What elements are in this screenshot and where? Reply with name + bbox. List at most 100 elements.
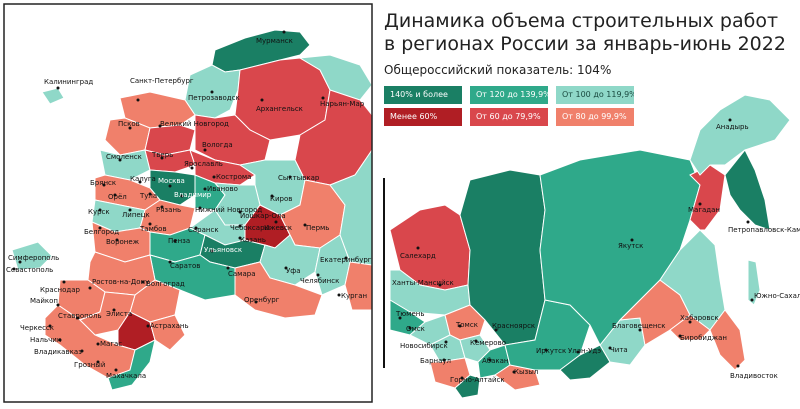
city-label-belgorod: Белгород [84,228,119,236]
region-crimea[interactable] [11,241,53,271]
city-marker-ulan-ude: Улан-Удэ [568,347,601,355]
main-city-labels: Анадырь Салехард Магадан Якутск Петропав… [392,118,800,384]
city-marker-chelyabinsk: Челябинск [300,273,339,285]
region-kamchatka[interactable] [724,149,771,231]
city-marker-maikop: Майкоп [30,297,60,307]
city-label-rostov: Ростов-на-Дону [92,278,149,286]
city-marker-spb: Санкт-Петербург [130,77,194,102]
city-marker-belgorod: Белгород [84,226,119,236]
city-marker-petropavlovsk: Петропавловск-Камчатский [728,220,800,234]
legend-item-100-119: От 100 до 119,9% [556,86,634,104]
city-marker-astrakhan: Астрахань [146,322,189,330]
city-label-pskov: Псков [118,120,140,128]
city-marker-voronezh: Воронеж [106,238,140,246]
legend-item-140-plus: 140% и более [384,86,462,104]
city-label-birobidzhan: Биробиджан [680,334,727,342]
city-marker-naryan-mar: Нарьян-Мар [320,96,365,108]
city-label-barnaul: Барнаул [420,357,451,365]
city-marker-simferopol: Симферополь [8,254,59,264]
city-marker-krasnoyarsk: Красноярск [492,322,535,332]
city-marker-ulyanovsk: Ульяновск [204,246,242,254]
city-label-abakan: Абакан [482,357,509,365]
city-marker-cherkessk: Черкесск [20,324,54,332]
city-marker-ekaterinburg: Екатеринбург [320,256,372,264]
region-sakhalin[interactable] [747,259,761,306]
city-label-ivanovo: Иваново [207,185,238,193]
city-label-stavropol: Ставрополь [58,312,102,320]
legend-item-60-79: От 60 до 79,9% [470,108,548,126]
region-chukotka[interactable] [689,94,791,176]
city-label-petrozavodsk: Петрозаводск [188,94,240,102]
city-label-bryansk: Брянск [90,179,116,187]
city-label-naryan-mar: Нарьян-Мар [320,100,365,108]
region-dagestan[interactable] [107,339,156,391]
city-label-magadan: Магадан [688,206,720,214]
city-marker-kurgan: Курган [337,292,367,300]
city-label-cherkessk: Черкесск [20,324,54,332]
city-marker-stavropol: Ставрополь [58,312,102,320]
city-label-kursk: Курск [88,208,110,216]
city-marker-kursk: Курск [88,208,110,216]
city-label-ulan-ude: Улан-Удэ [568,347,601,355]
city-label-orenburg: Оренбург [244,296,280,304]
city-marker-novgorod: Великий Новгород [158,120,229,128]
city-marker-murmansk: Мурманск [256,30,293,45]
city-marker-anadyr: Анадырь [716,118,749,131]
city-marker-tambov: Тамбов [139,222,167,233]
city-label-kyzyl: Кызыл [514,368,538,376]
city-label-makhachkala: Махачкала [106,372,146,380]
city-marker-moscow: Москва [158,177,185,188]
city-marker-khanty: Ханты-Мансийск [392,279,454,287]
city-marker-gorno-altaysk: Горно-Алтайск [450,376,505,384]
city-label-anadyr: Анадырь [716,123,749,131]
city-marker-sevastopol: Севастополь [6,266,53,274]
city-marker-izhevsk: Ижевск [264,220,292,232]
city-label-khabarovsk: Хабаровск [680,314,719,322]
city-label-kazan: Казань [240,236,266,244]
city-label-nalchik: Нальчик [30,336,61,344]
city-marker-yaroslavl: Ярославль [184,160,223,170]
city-marker-rostov: Ростов-на-Дону [88,278,149,290]
city-marker-vladikavkaz: Владикавказ [34,348,84,356]
city-marker-petrozavodsk: Петрозаводск [188,90,240,102]
city-marker-cheboksary: Чебоксары [230,224,270,232]
region-eao[interactable] [669,314,711,341]
city-marker-kaliningrad: Калининград [44,78,93,90]
city-marker-irkutsk: Иркутск [536,347,566,355]
city-label-ryazan: Рязань [156,206,181,214]
city-label-magas: Магас [100,340,122,348]
city-label-kostroma: Кострома [216,173,251,181]
map-subtitle: Общероссийский показатель: 104% [384,63,612,77]
region-gorno-altai[interactable] [454,374,481,399]
city-marker-nalchik: Нальчик [30,336,62,344]
city-label-samara: Самара [228,270,255,278]
city-marker-pskov: Псков [118,120,140,130]
city-marker-vladivostok: Владивосток [730,364,778,380]
city-label-tula: Тула [139,192,157,200]
region-astrakhan[interactable] [149,314,186,351]
city-marker-orel: Орёл [108,193,127,201]
city-marker-yakutsk: Якутск [618,238,643,250]
region-kurgan[interactable] [344,261,373,311]
region-orenburg[interactable] [234,261,323,319]
city-label-vologda: Вологда [202,141,233,149]
city-label-vladivostok: Владивосток [730,372,778,380]
city-marker-syktyvkar: Сыктывкар [278,174,320,182]
region-irkutsk[interactable] [504,299,591,371]
region-magadan[interactable] [689,164,726,231]
city-label-yaroslavl: Ярославль [184,160,223,168]
region-primorye[interactable] [709,309,746,371]
city-label-spb: Санкт-Петербург [130,77,194,85]
region-tuva[interactable] [494,364,541,391]
city-marker-kirov: Киров [270,194,292,203]
city-label-kemerovo: Кемерово [470,339,506,347]
city-label-ufa: Уфа [286,267,301,275]
city-marker-chita: Чита [608,346,628,354]
city-marker-nizhny: Нижний Новгород [195,206,262,214]
city-marker-vladimir: Владимир [174,191,212,199]
region-nenets[interactable] [298,54,373,101]
city-marker-arkhangelsk: Архангельск [256,98,303,113]
region-kaliningrad[interactable] [41,87,65,105]
city-marker-kyzyl: Кызыл [512,368,538,376]
city-label-izhevsk: Ижевск [264,224,292,232]
